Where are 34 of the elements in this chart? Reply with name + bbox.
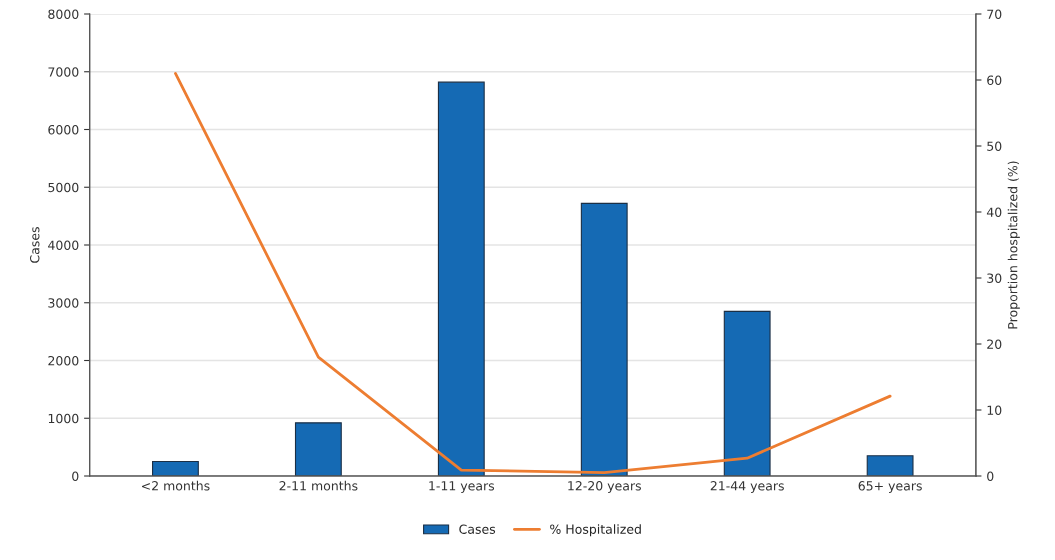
y2-tick-label: 70	[987, 9, 1002, 19]
bar	[152, 461, 199, 476]
y2-tick-label: 40	[986, 207, 1002, 217]
y-tick-label: 4000	[48, 240, 79, 250]
line-series	[174, 72, 892, 475]
x-tick-label: <2 months	[142, 480, 210, 491]
legend-label: % Hospitalized	[550, 524, 641, 537]
y-tick-label: 8000	[48, 9, 79, 19]
x-tick-label: 21-44 years	[710, 481, 784, 493]
y2-tick-label: 10	[987, 405, 1002, 415]
y2-tick-label: 0	[987, 471, 994, 481]
y-tick-label: 0	[72, 471, 79, 481]
bar	[866, 455, 914, 476]
y-tick-label: 2000	[48, 355, 79, 366]
y2-tick-label: 60	[987, 75, 1002, 85]
x-tick-label: 65+ years	[858, 481, 922, 493]
y-tick-label: 7000	[48, 67, 79, 77]
bar	[294, 422, 342, 476]
y-tick-label: 3000	[48, 298, 79, 308]
y2-tick-label: 50	[987, 141, 1002, 151]
y-tick-label: 5000	[48, 182, 79, 193]
y2-axis-title: Proportion hospitalized (%)	[1007, 161, 1020, 329]
x-tick-label: 1-11 years	[429, 481, 495, 493]
bar	[580, 202, 628, 476]
bar	[723, 310, 771, 476]
legend-label: Cases	[459, 524, 496, 534]
y2-tick-label: 20	[987, 339, 1002, 349]
y-tick-label: 1000	[48, 413, 79, 424]
x-tick-label: 2-11 months	[279, 480, 358, 491]
bar	[437, 81, 485, 476]
y-axis-title: Cases	[30, 227, 40, 263]
y2-tick-label: 30	[987, 273, 1002, 283]
y-tick-label: 6000	[48, 124, 79, 135]
x-tick-label: 12-20 years	[568, 481, 641, 493]
